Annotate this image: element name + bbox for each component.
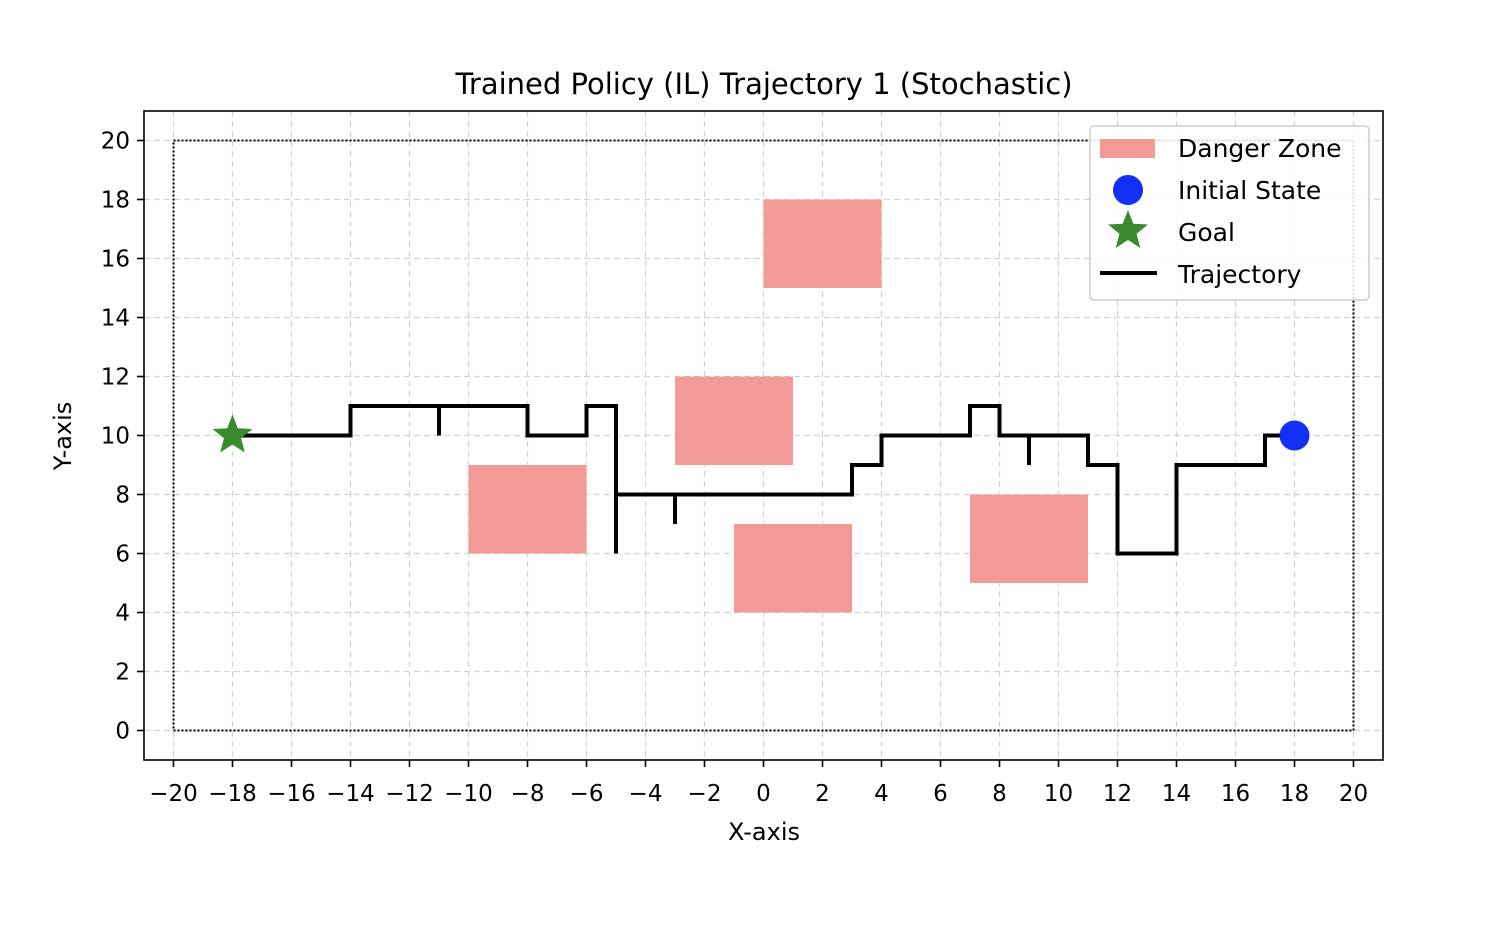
trajectory-line: [232, 404, 1295, 556]
y-tick-label: 14: [101, 306, 130, 332]
x-tick-label: −12: [385, 781, 434, 807]
x-tick-label: −4: [629, 781, 663, 807]
legend-goal-star-icon: [1108, 210, 1148, 248]
x-tick-label: 12: [1103, 781, 1132, 807]
x-tick-label: −18: [208, 781, 257, 807]
trajectory-layer: [232, 404, 1295, 556]
legend-label-trajectory: Trajectory: [1177, 260, 1302, 289]
x-tick-label: −16: [267, 781, 316, 807]
y-axis-label: Y-axis: [49, 402, 77, 472]
y-tick-label: 16: [101, 247, 130, 273]
legend-initial-marker: [1113, 175, 1143, 205]
legend-danger-swatch: [1100, 139, 1155, 158]
initial-state-marker: [1279, 420, 1310, 451]
y-tick-label: 20: [101, 129, 130, 155]
x-axis-label: X-axis: [728, 818, 800, 846]
x-tick-label: 6: [933, 781, 948, 807]
goal-star-marker: [212, 414, 253, 453]
y-tick-label: 0: [115, 719, 130, 745]
y-tick-label: 12: [101, 365, 130, 391]
x-tick-label: −20: [149, 781, 198, 807]
x-tick-label: 0: [756, 781, 771, 807]
x-tick-label: 14: [1162, 781, 1191, 807]
x-tick-label: 4: [874, 781, 889, 807]
x-tick-label: 16: [1221, 781, 1250, 807]
x-tick-label: 2: [815, 781, 830, 807]
x-tick-label: −2: [688, 781, 722, 807]
y-tick-label: 18: [101, 188, 130, 214]
danger-zone: [468, 465, 587, 554]
x-tick-label: 10: [1044, 781, 1073, 807]
legend-box: [1089, 125, 1370, 301]
environment-boundary: [172, 139, 1355, 732]
x-axis-ticks: −20 −18 −16 −14 −12 −10 −8 −6 −4 −2 0 2 4 6 8 10 12 14 16 1…: [149, 760, 1368, 807]
markers: [212, 414, 1310, 453]
x-tick-label: −14: [326, 781, 375, 807]
x-tick-label: −6: [570, 781, 604, 807]
danger-zone: [763, 199, 882, 288]
y-tick-label: 2: [115, 660, 130, 686]
chart-title: Trained Policy (IL) Trajectory 1 (Stocha…: [454, 67, 1072, 101]
danger-zone: [675, 376, 793, 465]
boundary-rect: [172, 139, 1355, 732]
y-tick-label: 10: [101, 424, 130, 450]
danger-zone: [734, 524, 852, 613]
danger-zones: [468, 199, 1088, 613]
danger-zone: [970, 494, 1088, 583]
y-tick-label: 4: [115, 601, 130, 627]
x-tick-label: 8: [992, 781, 1007, 807]
x-tick-label: −8: [511, 781, 545, 807]
y-tick-label: 8: [115, 483, 130, 509]
x-tick-label: 20: [1339, 781, 1368, 807]
x-tick-label: −10: [444, 781, 493, 807]
legend-label-initial-state: Initial State: [1178, 176, 1321, 205]
legend: Danger Zone Initial State Goal Trajector…: [1089, 125, 1370, 301]
y-tick-label: 6: [115, 542, 130, 568]
legend-label-danger-zone: Danger Zone: [1178, 134, 1342, 163]
y-axis-ticks: 0 2 4 6 8 10 12 14 16 18 20: [101, 129, 144, 745]
x-tick-label: 18: [1280, 781, 1309, 807]
legend-label-goal: Goal: [1178, 218, 1235, 247]
